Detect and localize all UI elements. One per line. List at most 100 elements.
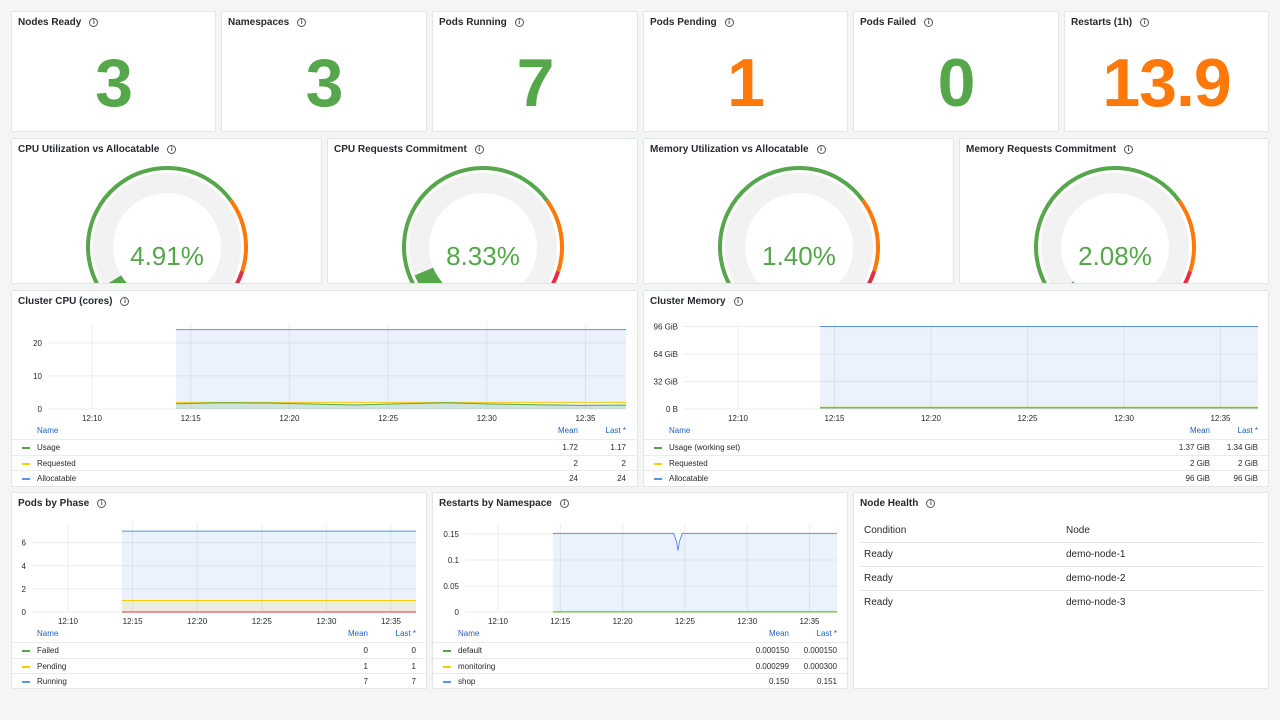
info-icon[interactable]: i: [167, 145, 177, 154]
timeseries-panel-pods-by-phase[interactable]: Pods by Phase i 6 4 2 0 12:10 12:15 12:20 12:25 1…: [11, 492, 427, 689]
legend-header-last[interactable]: Last *: [605, 426, 626, 435]
legend-header-mean[interactable]: Mean: [768, 629, 789, 638]
legend-header-last[interactable]: Last *: [816, 629, 837, 638]
info-icon[interactable]: i: [1124, 145, 1134, 154]
stat-panel-nodes-ready[interactable]: Nodes Ready i 3: [11, 11, 216, 132]
legend-header-name[interactable]: Name: [37, 629, 59, 638]
threshold-arc-orange: [545, 199, 564, 273]
series-name: monitoring: [458, 662, 496, 671]
timeseries-panel-restarts-by-namespace[interactable]: Restarts by Namespace i 0.15 0.1 0.05 0 12:10…: [432, 492, 848, 689]
series-last: 7: [411, 677, 416, 686]
pods-graph[interactable]: 6 4 2 0 12:10 12:15 12:20 12:25 12:30 12:35: [12, 493, 427, 628]
panel-title: Pods Failed i: [860, 17, 934, 28]
stat-panel-namespaces[interactable]: Namespaces i 3: [221, 11, 427, 132]
legend-row[interactable]: shop 0.150 0.151: [433, 673, 847, 688]
table-header-row: Condition Node: [860, 519, 1262, 543]
gauge-panel-cpu-requests[interactable]: CPU Requests Commitment i 8.33%: [327, 138, 638, 284]
threshold-arc-red: [235, 270, 245, 283]
series-last: 2 GiB: [1237, 459, 1258, 468]
panel-title: Cluster CPU (cores) i: [18, 296, 130, 307]
x-tick-label: 12:10: [82, 414, 103, 423]
x-tick-label: 12:35: [1210, 414, 1231, 423]
series-mean: 7: [363, 677, 368, 686]
legend-header-name[interactable]: Name: [458, 629, 480, 638]
legend-row[interactable]: Allocatable 24 24: [12, 470, 637, 485]
gauge-panel-cpu-utilization[interactable]: CPU Utilization vs Allocatable i 4.91%: [11, 138, 322, 284]
panel-title: Memory Utilization vs Allocatable i: [650, 144, 826, 155]
legend-row[interactable]: Pending 1 1: [12, 658, 426, 673]
legend-header-mean[interactable]: Mean: [557, 426, 578, 435]
info-icon[interactable]: i: [474, 145, 484, 154]
legend-header-last[interactable]: Last *: [1237, 426, 1258, 435]
y-tick-label: 0.15: [443, 530, 459, 539]
info-icon[interactable]: i: [924, 18, 934, 27]
legend-row[interactable]: Usage 1.72 1.17: [12, 439, 637, 454]
legend-row[interactable]: Usage (working set) 1.37 GiB 1.34 GiB: [644, 439, 1268, 454]
restarts-graph[interactable]: 0.15 0.1 0.05 0 12:10 12:15 12:20 12:25 12:30 12:…: [433, 493, 848, 628]
legend-row[interactable]: Requested 2 2: [12, 455, 637, 470]
series-mean: 2: [573, 459, 578, 468]
series-area: [122, 531, 416, 612]
legend-header-mean[interactable]: Mean: [1189, 426, 1210, 435]
table-row[interactable]: Ready demo-node-1: [860, 543, 1262, 567]
legend-row[interactable]: Allocatable 96 GiB 96 GiB: [644, 470, 1268, 485]
info-icon[interactable]: i: [120, 297, 130, 306]
legend-row[interactable]: monitoring 0.000299 0.000300: [433, 658, 847, 673]
legend-row[interactable]: Requested 2 GiB 2 GiB: [644, 455, 1268, 470]
timeseries-panel-cluster-cpu[interactable]: Cluster CPU (cores) i 20 10 0 12:10 12:15 12:2…: [11, 290, 638, 487]
cell-node: demo-node-1: [1066, 549, 1126, 560]
timeseries-panel-cluster-memory[interactable]: Cluster Memory i 96 GiB 64 GiB 32 GiB 0 B 12:…: [643, 290, 1269, 487]
legend-row[interactable]: Failed 0 0: [12, 642, 426, 657]
gauge-panel-memory-utilization[interactable]: Memory Utilization vs Allocatable i 1.40%: [643, 138, 954, 284]
stat-panel-pods-running[interactable]: Pods Running i 7: [432, 11, 638, 132]
info-icon[interactable]: i: [514, 18, 524, 27]
x-tick-label: 12:20: [921, 414, 942, 423]
series-name: Requested: [37, 459, 76, 468]
gauge-chart: 1.40%: [718, 166, 880, 283]
gauge-value-text: 4.91%: [130, 241, 204, 271]
series-name: default: [458, 646, 483, 655]
info-icon[interactable]: i: [97, 499, 107, 508]
gauge-panel-memory-requests[interactable]: Memory Requests Commitment i 2.08%: [959, 138, 1269, 284]
series-swatch: [22, 666, 30, 668]
stat-panel-restarts[interactable]: Restarts (1h) i 13.9: [1064, 11, 1269, 132]
info-icon[interactable]: i: [724, 18, 734, 27]
info-icon[interactable]: i: [297, 18, 307, 27]
legend-row[interactable]: default 0.000150 0.000150: [433, 642, 847, 657]
memory-graph[interactable]: 96 GiB 64 GiB 32 GiB 0 B 12:10 12:15 12:20 12:2…: [644, 291, 1269, 426]
legend-header-name[interactable]: Name: [37, 426, 59, 435]
info-icon[interactable]: i: [89, 18, 99, 27]
series-last: 2: [621, 459, 626, 468]
table-row[interactable]: Ready demo-node-2: [860, 567, 1262, 591]
panel-title-text: Pods Pending: [650, 17, 717, 28]
legend-header-name[interactable]: Name: [669, 426, 691, 435]
column-header-condition[interactable]: Condition: [864, 525, 907, 536]
table-row[interactable]: Ready demo-node-3: [860, 591, 1262, 615]
legend-header-mean[interactable]: Mean: [347, 629, 368, 638]
info-icon[interactable]: i: [816, 145, 826, 154]
panel-title-text: Restarts (1h): [1071, 17, 1133, 28]
series-mean: 0: [363, 646, 368, 655]
stat-panel-pods-failed[interactable]: Pods Failed i 0: [853, 11, 1059, 132]
x-tick-label: 12:10: [488, 617, 509, 626]
panel-title: CPU Requests Commitment i: [334, 144, 484, 155]
threshold-arc-red: [1183, 270, 1193, 283]
gauge-background: [1041, 173, 1189, 283]
panel-title-text: Cluster CPU (cores): [18, 296, 113, 307]
info-icon[interactable]: i: [926, 499, 936, 508]
y-tick-label: 0: [22, 608, 27, 617]
threshold-arc-green: [86, 166, 233, 283]
info-icon[interactable]: i: [559, 499, 569, 508]
legend-header-last[interactable]: Last *: [395, 629, 416, 638]
stat-panel-pods-pending[interactable]: Pods Pending i 1: [643, 11, 848, 132]
panel-title-text: Pods Failed: [860, 17, 917, 28]
column-header-node[interactable]: Node: [1066, 525, 1090, 536]
y-tick-label: 96 GiB: [654, 322, 678, 331]
legend-row[interactable]: Running 7 7: [12, 673, 426, 688]
table-panel-node-health[interactable]: Node Health i Condition Node Ready demo-n…: [853, 492, 1269, 689]
cpu-graph[interactable]: 20 10 0 12:10 12:15 12:20 12:25 12:30 12:35: [12, 291, 638, 426]
info-icon[interactable]: i: [733, 297, 743, 306]
series-last: 0.000150: [803, 646, 837, 655]
info-icon[interactable]: i: [1140, 18, 1150, 27]
series-name: Failed: [37, 646, 59, 655]
